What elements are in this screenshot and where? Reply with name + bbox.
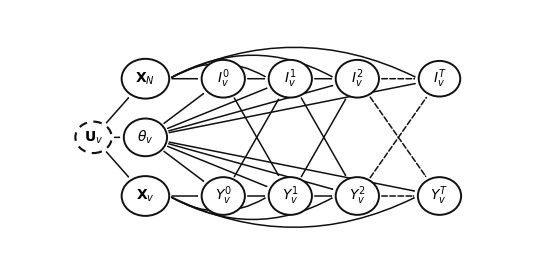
FancyArrowPatch shape [169, 142, 414, 191]
Ellipse shape [336, 177, 379, 215]
Text: $\mathbf{X}_v$: $\mathbf{X}_v$ [136, 188, 155, 204]
Ellipse shape [124, 119, 167, 156]
FancyArrowPatch shape [172, 197, 414, 227]
Text: $\mathbf{U}_v$: $\mathbf{U}_v$ [84, 129, 103, 146]
FancyArrowPatch shape [167, 88, 267, 128]
FancyArrowPatch shape [370, 98, 426, 178]
Text: $\theta_v$: $\theta_v$ [137, 129, 153, 146]
Text: $I_v^1$: $I_v^1$ [284, 67, 296, 90]
FancyArrowPatch shape [370, 97, 426, 176]
FancyArrowPatch shape [169, 84, 415, 133]
Text: $Y_v^T$: $Y_v^T$ [430, 185, 449, 207]
Text: $I_v^T$: $I_v^T$ [432, 67, 446, 90]
Text: $Y_v^1$: $Y_v^1$ [282, 185, 299, 207]
FancyArrowPatch shape [169, 86, 333, 131]
FancyArrowPatch shape [164, 151, 204, 181]
Text: $I_v^2$: $I_v^2$ [351, 67, 363, 90]
Ellipse shape [122, 59, 169, 99]
FancyArrowPatch shape [107, 152, 128, 177]
FancyArrowPatch shape [301, 98, 345, 175]
Ellipse shape [201, 177, 245, 215]
FancyArrowPatch shape [172, 197, 332, 220]
Ellipse shape [268, 177, 312, 215]
Text: $I_v^0$: $I_v^0$ [217, 67, 229, 90]
Ellipse shape [122, 176, 169, 216]
Ellipse shape [201, 60, 245, 98]
Ellipse shape [418, 177, 461, 215]
Text: $Y_v^0$: $Y_v^0$ [215, 185, 232, 207]
Ellipse shape [418, 61, 460, 97]
Ellipse shape [75, 122, 112, 153]
FancyArrowPatch shape [234, 99, 278, 177]
FancyArrowPatch shape [169, 144, 333, 189]
FancyArrowPatch shape [172, 55, 332, 77]
Ellipse shape [336, 60, 379, 98]
FancyArrowPatch shape [234, 98, 278, 175]
FancyArrowPatch shape [167, 146, 267, 186]
Ellipse shape [268, 60, 312, 98]
Text: $Y_v^2$: $Y_v^2$ [349, 185, 365, 207]
Text: $\mathbf{X}_N$: $\mathbf{X}_N$ [136, 70, 155, 87]
FancyArrowPatch shape [164, 94, 204, 123]
FancyArrowPatch shape [172, 64, 265, 77]
FancyArrowPatch shape [107, 98, 128, 123]
FancyArrowPatch shape [172, 197, 265, 211]
FancyArrowPatch shape [172, 47, 415, 78]
FancyArrowPatch shape [301, 99, 345, 177]
